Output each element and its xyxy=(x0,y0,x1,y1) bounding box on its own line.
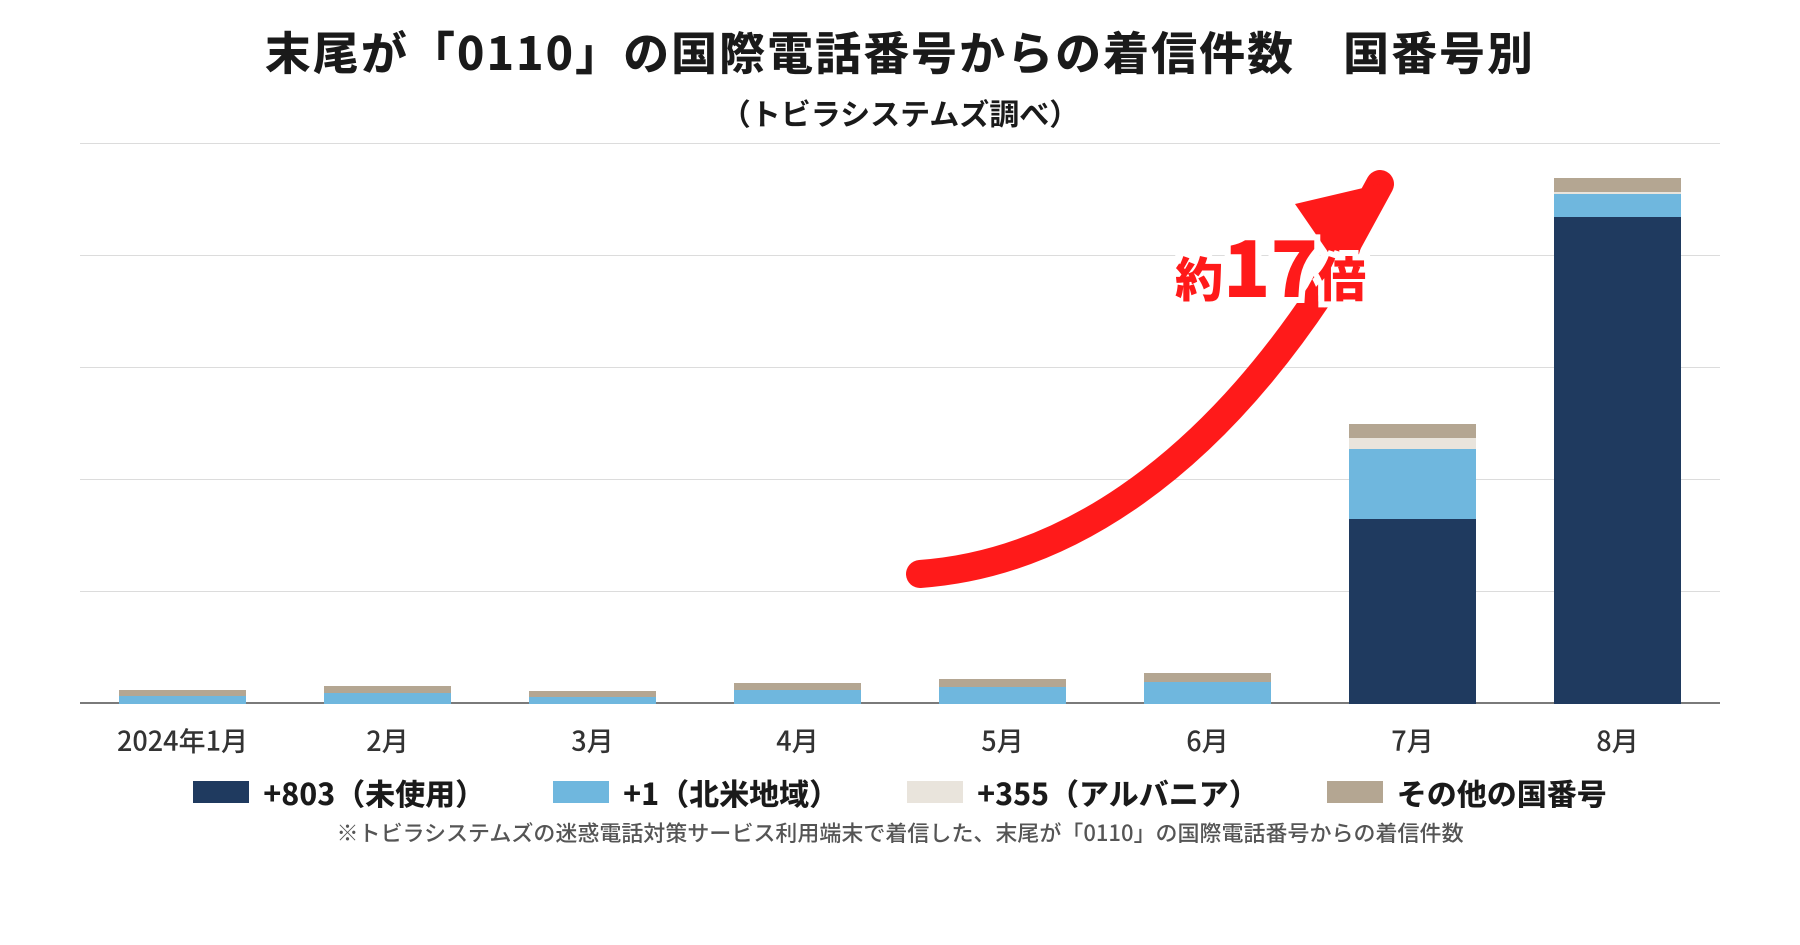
x-axis-label: 4月 xyxy=(695,720,900,759)
x-axis-label: 6月 xyxy=(1105,720,1310,759)
x-axis-label: 2月 xyxy=(285,720,490,759)
x-axis-label: 5月 xyxy=(900,720,1105,759)
legend-item: その他の国番号 xyxy=(1327,770,1607,814)
chart-area: 約 17 倍 2024年1月2月3月4月5月6月7月8月 +803（未使用）+1… xyxy=(80,144,1720,704)
chart-title: 末尾が「0110」の国際電話番号からの着信件数 国番号別 xyxy=(40,18,1760,84)
page-root: 末尾が「0110」の国際電話番号からの着信件数 国番号別 （トビラシステムズ調べ… xyxy=(0,0,1800,945)
chart-subtitle: （トビラシステムズ調べ） xyxy=(40,90,1760,134)
legend-swatch xyxy=(553,781,609,803)
callout-prefix: 約 xyxy=(1175,241,1223,311)
footnote: ※トビラシステムズの迷惑電話対策サービス利用端末で着信した、末尾が「0110」の… xyxy=(80,816,1720,848)
x-axis-label: 8月 xyxy=(1515,720,1720,759)
growth-callout: 約 17 倍 xyxy=(1175,208,1366,320)
growth-arrow-icon xyxy=(80,144,1720,704)
legend-swatch xyxy=(193,781,249,803)
x-axis-label: 2024年1月 xyxy=(80,720,285,759)
legend-label: +1（北米地域） xyxy=(623,770,839,814)
callout-suffix: 倍 xyxy=(1318,241,1366,311)
x-axis-label: 3月 xyxy=(490,720,695,759)
legend-label: +803（未使用） xyxy=(263,770,485,814)
legend-item: +355（アルバニア） xyxy=(907,770,1259,814)
legend-label: その他の国番号 xyxy=(1397,770,1607,814)
legend-swatch xyxy=(1327,781,1383,803)
legend-item: +1（北米地域） xyxy=(553,770,839,814)
legend-swatch xyxy=(907,781,963,803)
legend: +803（未使用） +1（北米地域） +355（アルバニア） その他の国番号 xyxy=(80,770,1720,814)
x-axis-label: 7月 xyxy=(1310,720,1515,759)
legend-label: +355（アルバニア） xyxy=(977,770,1259,814)
legend-item: +803（未使用） xyxy=(193,770,485,814)
callout-number: 17 xyxy=(1223,208,1318,320)
